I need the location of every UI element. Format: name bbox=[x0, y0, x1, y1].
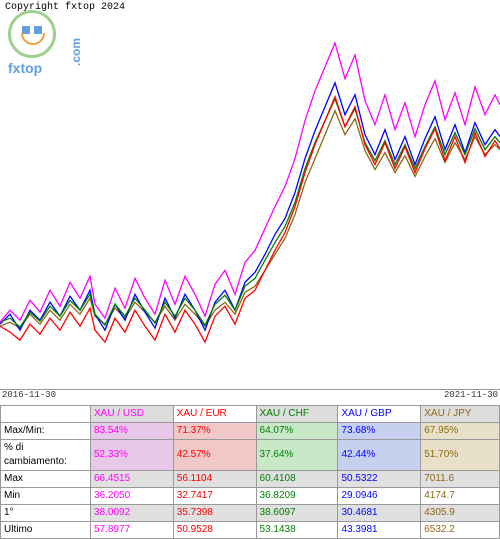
table-cell: 51.70% bbox=[421, 440, 500, 471]
table-cell: 6532.2 bbox=[421, 522, 500, 539]
table-cell: 83.54% bbox=[91, 423, 174, 440]
table-cell: 67.95% bbox=[421, 423, 500, 440]
table-cell: 50.5322 bbox=[338, 471, 421, 488]
table-cell: 57.8977 bbox=[91, 522, 174, 539]
table-cell: 53.1438 bbox=[256, 522, 338, 539]
table-cell: 37.64% bbox=[256, 440, 338, 471]
col-header-chf: XAU / CHF bbox=[256, 406, 338, 423]
table-cell: 64.07% bbox=[256, 423, 338, 440]
row-label: % di cambiamento: bbox=[1, 440, 91, 471]
table-row: Max66.451556.110460.410850.53227011.6 bbox=[1, 471, 500, 488]
series-jpy bbox=[0, 111, 500, 328]
table-row: Max/Min:83.54%71.37%64.07%73.68%67.95% bbox=[1, 423, 500, 440]
series-chf bbox=[0, 99, 500, 327]
table-cell: 30.4681 bbox=[338, 505, 421, 522]
row-label: 1° bbox=[1, 505, 91, 522]
table-cell: 50.9528 bbox=[173, 522, 256, 539]
table-cell: 38.0092 bbox=[91, 505, 174, 522]
table-cell: 42.44% bbox=[338, 440, 421, 471]
col-header-gbp: XAU / GBP bbox=[338, 406, 421, 423]
table-cell: 7011.6 bbox=[421, 471, 500, 488]
table-cell: 36.8209 bbox=[256, 488, 338, 505]
row-label: Ultimo bbox=[1, 522, 91, 539]
table-cell: 73.68% bbox=[338, 423, 421, 440]
series-gbp bbox=[0, 83, 500, 330]
col-header-usd: XAU / USD bbox=[91, 406, 174, 423]
table-cell: 60.4108 bbox=[256, 471, 338, 488]
row-label: Max bbox=[1, 471, 91, 488]
table-cell: 4174.7 bbox=[421, 488, 500, 505]
table-row: Ultimo57.897750.952853.143843.39816532.2 bbox=[1, 522, 500, 539]
x-start-label: 2016-11-30 bbox=[2, 390, 56, 400]
header-blank bbox=[1, 406, 91, 423]
table-cell: 4305.9 bbox=[421, 505, 500, 522]
col-header-eur: XAU / EUR bbox=[173, 406, 256, 423]
table-cell: 66.4515 bbox=[91, 471, 174, 488]
table-cell: 52.33% bbox=[91, 440, 174, 471]
table-cell: 38.6097 bbox=[256, 505, 338, 522]
row-label: Max/Min: bbox=[1, 423, 91, 440]
table-cell: 32.7417 bbox=[173, 488, 256, 505]
row-label: Min bbox=[1, 488, 91, 505]
table-cell: 35.7398 bbox=[173, 505, 256, 522]
price-chart bbox=[0, 15, 500, 390]
x-end-label: 2021-11-30 bbox=[444, 390, 498, 400]
table-cell: 29.0946 bbox=[338, 488, 421, 505]
table-row: Min36.205032.741736.820929.09464174.7 bbox=[1, 488, 500, 505]
table-row: % di cambiamento:52.33%42.57%37.64%42.44… bbox=[1, 440, 500, 471]
table-cell: 56.1104 bbox=[173, 471, 256, 488]
table-cell: 43.3981 bbox=[338, 522, 421, 539]
table-cell: 42.57% bbox=[173, 440, 256, 471]
series-usd bbox=[0, 43, 500, 322]
stats-table: XAU / USD XAU / EUR XAU / CHF XAU / GBP … bbox=[0, 405, 500, 539]
table-header-row: XAU / USD XAU / EUR XAU / CHF XAU / GBP … bbox=[1, 406, 500, 423]
table-row: 1°38.009235.739838.609730.46814305.9 bbox=[1, 505, 500, 522]
table-cell: 71.37% bbox=[173, 423, 256, 440]
col-header-jpy: XAU / JPY bbox=[421, 406, 500, 423]
table-cell: 36.2050 bbox=[91, 488, 174, 505]
